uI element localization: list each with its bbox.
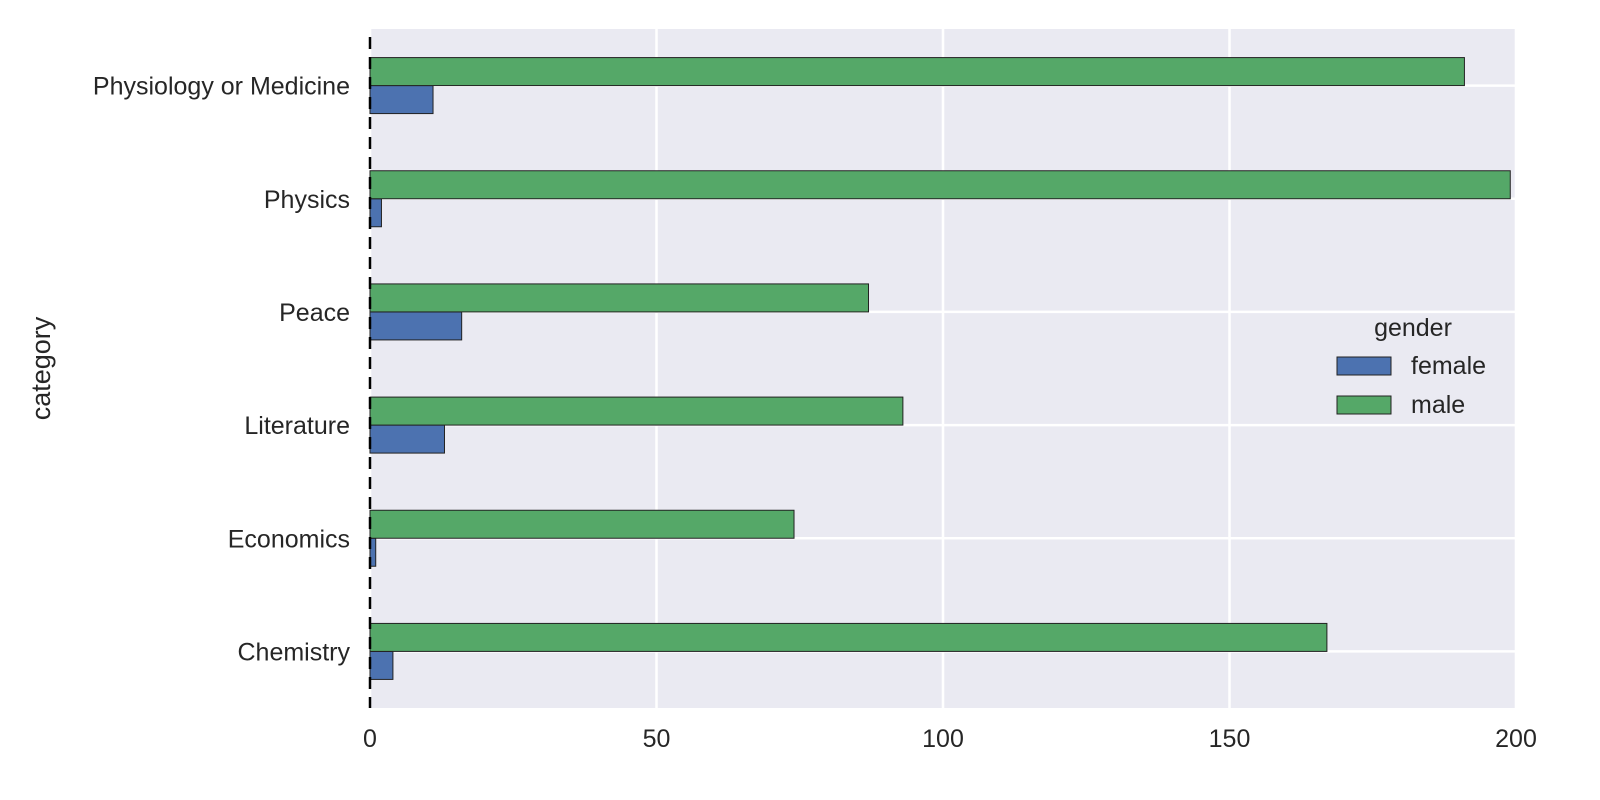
y-tick-label: Economics — [228, 525, 350, 553]
bar-male-peace — [369, 283, 870, 313]
y-tick-label: Physiology or Medicine — [93, 73, 350, 101]
bar-female-chemistry — [369, 650, 394, 680]
y-axis-label: category — [26, 316, 56, 420]
legend-label-female: female — [1411, 352, 1486, 380]
bar-female-physiology-or-medicine — [369, 85, 434, 115]
x-tick-label: 150 — [1209, 725, 1251, 753]
legend-label-male: male — [1411, 391, 1465, 419]
bars — [369, 57, 1511, 680]
legend-swatch-male — [1336, 395, 1392, 415]
legend: gender female male — [1336, 314, 1486, 419]
x-tick-labels: 0 50 100 150 200 — [363, 725, 1537, 753]
x-tick-label: 50 — [643, 725, 671, 753]
y-tick-label: Literature — [244, 412, 350, 440]
bar-male-literature — [369, 396, 904, 426]
legend-swatch-female — [1336, 356, 1392, 376]
x-tick-label: 200 — [1495, 725, 1537, 753]
bar-male-physiology-or-medicine — [369, 57, 1465, 87]
bar-female-physics — [369, 198, 382, 228]
bar-male-chemistry — [369, 622, 1328, 652]
bar-female-peace — [369, 311, 463, 341]
y-tick-labels: Physiology or Medicine Physics Peace Litera… — [93, 73, 351, 667]
y-tick-label: Chemistry — [237, 638, 350, 666]
bar-female-literature — [369, 424, 445, 454]
bar-male-physics — [369, 170, 1511, 200]
y-tick-label: Physics — [264, 186, 350, 214]
legend-title: gender — [1374, 314, 1452, 342]
y-tick-label: Peace — [279, 299, 350, 327]
bar-male-economics — [369, 509, 795, 539]
x-tick-label: 0 — [363, 725, 377, 753]
x-tick-label: 100 — [922, 725, 964, 753]
